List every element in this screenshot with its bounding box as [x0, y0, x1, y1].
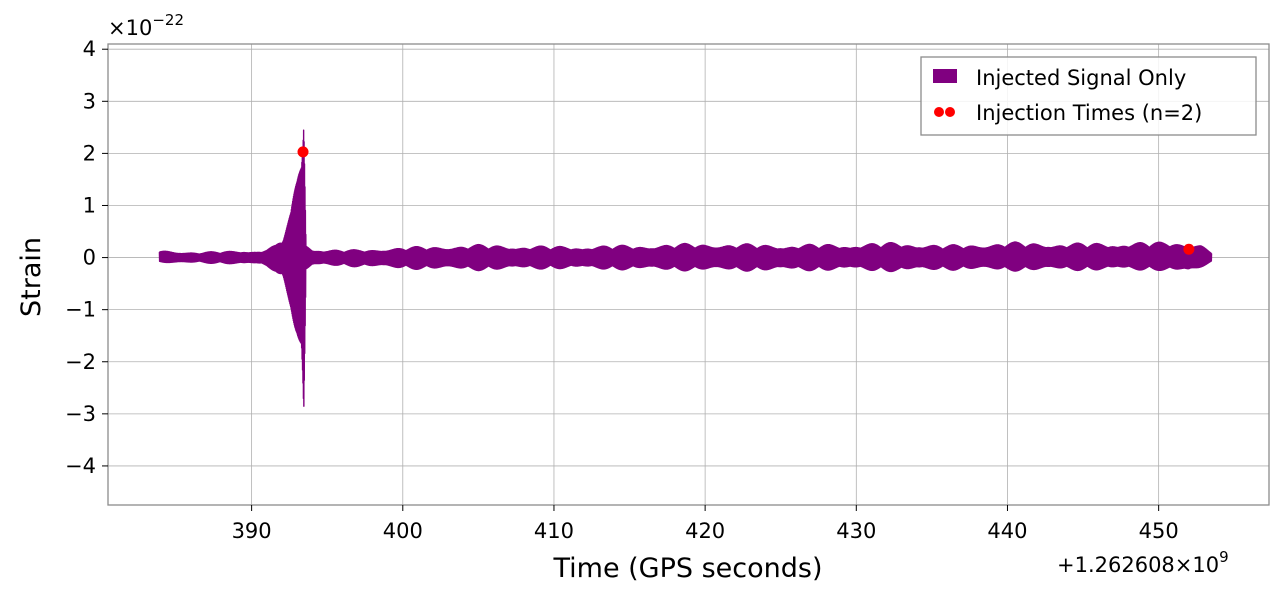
y-tick-label: 3	[83, 89, 96, 113]
x-tick-label: 420	[685, 519, 725, 543]
legend-swatch-signal	[933, 69, 957, 83]
y-scale-exponent: −22	[152, 11, 184, 29]
legend: Injected Signal Only Injection Times (n=…	[920, 56, 1257, 136]
x-tick-label: 390	[232, 519, 272, 543]
y-tick-label: −1	[65, 298, 96, 322]
injection-point	[1183, 243, 1195, 255]
injection-point	[297, 146, 309, 158]
y-tick-label: −3	[65, 402, 96, 426]
signal-trace	[158, 129, 1213, 407]
x-tick-label: 400	[383, 519, 423, 543]
y-tick-label: 1	[83, 193, 96, 217]
legend-box	[920, 56, 1257, 136]
x-axis-ticks: 390 400 410 420 430 440 450	[232, 505, 1179, 543]
x-offset-label: +1.262608×109	[1057, 548, 1229, 577]
y-axis-ticks: −4 −3 −2 −1 0 1 2 3 4	[65, 37, 108, 478]
injection-markers	[297, 146, 1195, 255]
x-axis-label: Time (GPS seconds)	[552, 553, 822, 584]
y-tick-label: 4	[83, 37, 96, 61]
legend-marker-injection	[945, 107, 955, 117]
legend-label-signal: Injected Signal Only	[976, 66, 1186, 90]
signal-series	[158, 129, 1213, 407]
y-tick-label: −2	[65, 350, 96, 374]
y-scale-factor: ×10−22	[108, 11, 184, 40]
y-tick-label: 0	[83, 246, 96, 270]
x-offset-exponent: 9	[1219, 548, 1229, 566]
x-tick-label: 430	[836, 519, 876, 543]
x-tick-label: 450	[1139, 519, 1179, 543]
y-axis-label: Strain	[16, 237, 47, 317]
legend-label-injection: Injection Times (n=2)	[976, 101, 1202, 125]
y-tick-label: 2	[83, 141, 96, 165]
x-tick-label: 440	[987, 519, 1027, 543]
y-scale-base: ×10	[108, 16, 152, 40]
y-tick-label: −4	[65, 454, 96, 478]
x-tick-label: 410	[534, 519, 574, 543]
x-offset-base: +1.262608×10	[1057, 553, 1219, 577]
plot-frame	[107, 43, 1270, 506]
legend-marker-injection	[934, 107, 944, 117]
